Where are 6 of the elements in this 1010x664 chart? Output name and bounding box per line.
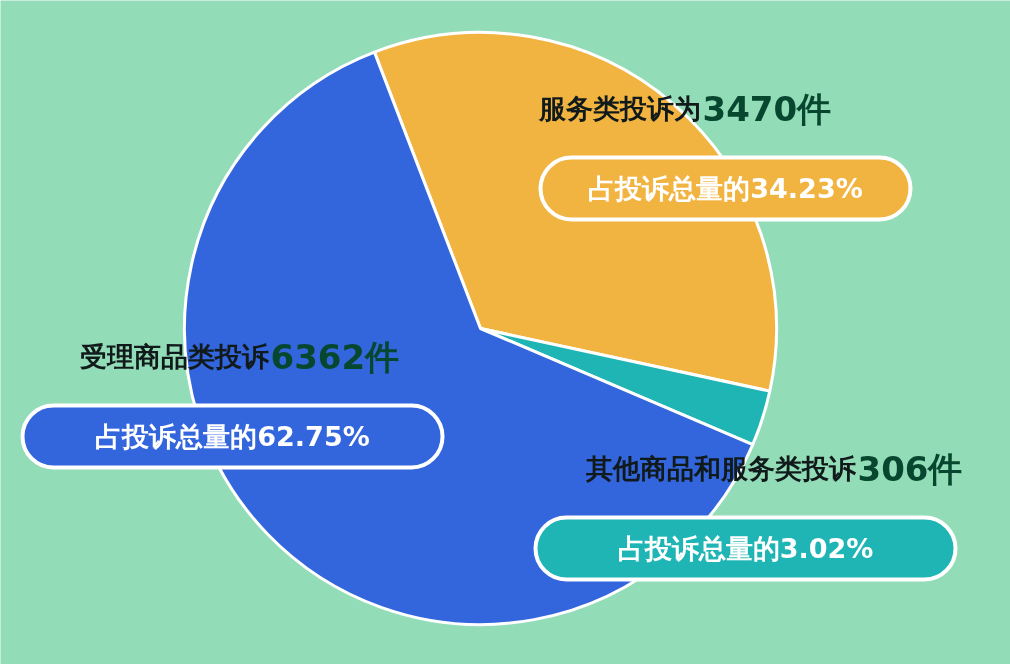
data-label: 3470件 (702, 88, 832, 129)
data-label: 306件 (857, 448, 963, 489)
text: 占投诉总量的62.75% (95, 421, 370, 452)
text: 占投诉总量的34.23% (588, 173, 863, 204)
data-label: 6362件 (270, 336, 400, 377)
text: 占投诉总量的3.02% (617, 533, 874, 564)
